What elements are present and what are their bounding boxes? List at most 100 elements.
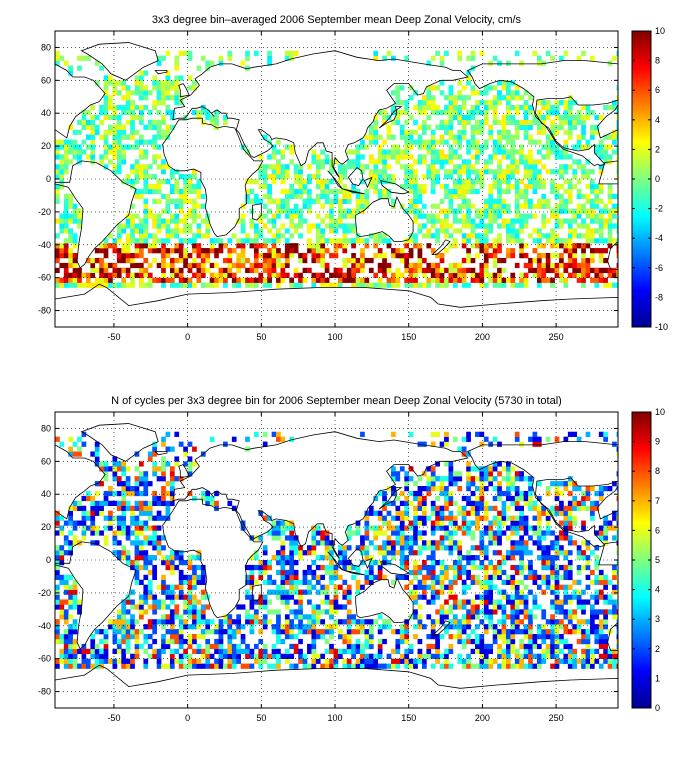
bin-cell	[585, 267, 591, 274]
bin-cell	[514, 515, 520, 521]
bin-cell	[523, 540, 529, 546]
bin-cell	[554, 100, 560, 106]
bin-cell	[280, 579, 286, 585]
bin-cell	[523, 525, 529, 531]
bin-cell	[337, 555, 343, 561]
bin-cell	[417, 658, 423, 664]
bin-cell	[479, 634, 485, 640]
bin-cell	[585, 233, 591, 239]
bin-cell	[103, 95, 109, 101]
bin-cell	[523, 129, 529, 135]
bin-cell	[139, 643, 144, 650]
bin-cell	[134, 114, 140, 121]
bin-cell	[536, 510, 542, 516]
bin-cell	[267, 257, 272, 264]
bin-cell	[245, 277, 250, 283]
bin-cell	[209, 248, 215, 254]
bin-cell	[187, 555, 193, 561]
bin-cell	[550, 599, 555, 605]
bin-cell	[346, 159, 352, 165]
bin-cell	[404, 253, 410, 259]
bin-cell	[501, 267, 507, 274]
bin-cell	[594, 213, 600, 219]
bin-cell	[72, 643, 78, 650]
bin-cell	[497, 569, 502, 576]
bin-cell	[497, 515, 502, 521]
bin-cell	[479, 174, 485, 180]
bin-cell	[417, 257, 423, 264]
bin-cell	[315, 540, 321, 546]
bin-cell	[483, 203, 489, 209]
bin-cell	[514, 545, 520, 551]
bin-cell	[554, 183, 560, 190]
bin-cell	[262, 594, 268, 600]
bin-cell	[550, 624, 555, 630]
bin-cell	[514, 604, 520, 610]
bin-cell	[488, 198, 494, 204]
bin-cell	[554, 193, 560, 200]
bin-cell	[435, 510, 440, 516]
bin-cell	[603, 277, 608, 283]
bin-cell	[152, 594, 157, 600]
bin-cell	[209, 60, 215, 66]
bin-cell	[77, 648, 82, 655]
bin-cell	[116, 643, 122, 650]
bin-cell	[413, 238, 418, 244]
bin-cell	[377, 188, 383, 195]
bin-cell	[90, 530, 96, 536]
bin-cell	[152, 569, 157, 576]
bin-cell	[421, 272, 427, 278]
bin-cell	[492, 248, 498, 254]
bin-cell	[94, 60, 100, 66]
bin-cell	[81, 114, 87, 121]
bin-cell	[404, 267, 410, 274]
bin-cell	[178, 629, 184, 635]
bin-cell	[475, 614, 480, 620]
bin-cell	[461, 643, 467, 650]
bin-cell	[572, 183, 578, 190]
bin-cell	[563, 149, 569, 155]
bin-cell	[121, 604, 127, 610]
bin-cell	[421, 183, 427, 190]
bin-cell	[439, 159, 445, 165]
bin-cell	[492, 520, 498, 526]
bin-cell	[143, 560, 149, 566]
bin-cell	[391, 174, 396, 180]
bin-cell	[298, 223, 303, 229]
bin-cell	[514, 663, 520, 669]
bin-cell	[616, 159, 618, 165]
bin-cell	[311, 530, 317, 536]
bin-cell	[382, 149, 387, 155]
bin-cell	[116, 272, 122, 278]
bin-cell	[413, 599, 418, 605]
bin-cell	[174, 218, 180, 224]
bin-cell	[603, 614, 608, 620]
bin-cell	[514, 90, 520, 96]
bin-cell	[112, 648, 118, 655]
bin-cell	[280, 174, 286, 180]
bin-cell	[68, 248, 73, 254]
bin-cell	[249, 238, 255, 244]
bin-cell	[598, 619, 604, 625]
bin-cell	[276, 550, 281, 556]
bin-cell	[421, 154, 427, 160]
bin-cell	[483, 272, 489, 278]
bin-cell	[68, 520, 73, 526]
bin-cell	[479, 530, 485, 536]
bin-cell	[298, 579, 303, 585]
bin-cell	[130, 658, 135, 664]
bin-cell	[205, 233, 211, 239]
bin-cell	[355, 193, 361, 200]
bin-cell	[536, 277, 542, 283]
bin-cell	[505, 179, 511, 185]
bin-cell	[147, 248, 153, 254]
bin-cell	[532, 272, 538, 278]
bin-cell	[435, 179, 440, 185]
bin-cell	[426, 564, 432, 571]
bin-cell	[116, 223, 122, 229]
bin-cell	[470, 555, 476, 561]
bin-cell	[421, 144, 427, 150]
bin-cell	[391, 648, 396, 655]
bin-cell	[139, 277, 144, 283]
bin-cell	[267, 262, 272, 269]
